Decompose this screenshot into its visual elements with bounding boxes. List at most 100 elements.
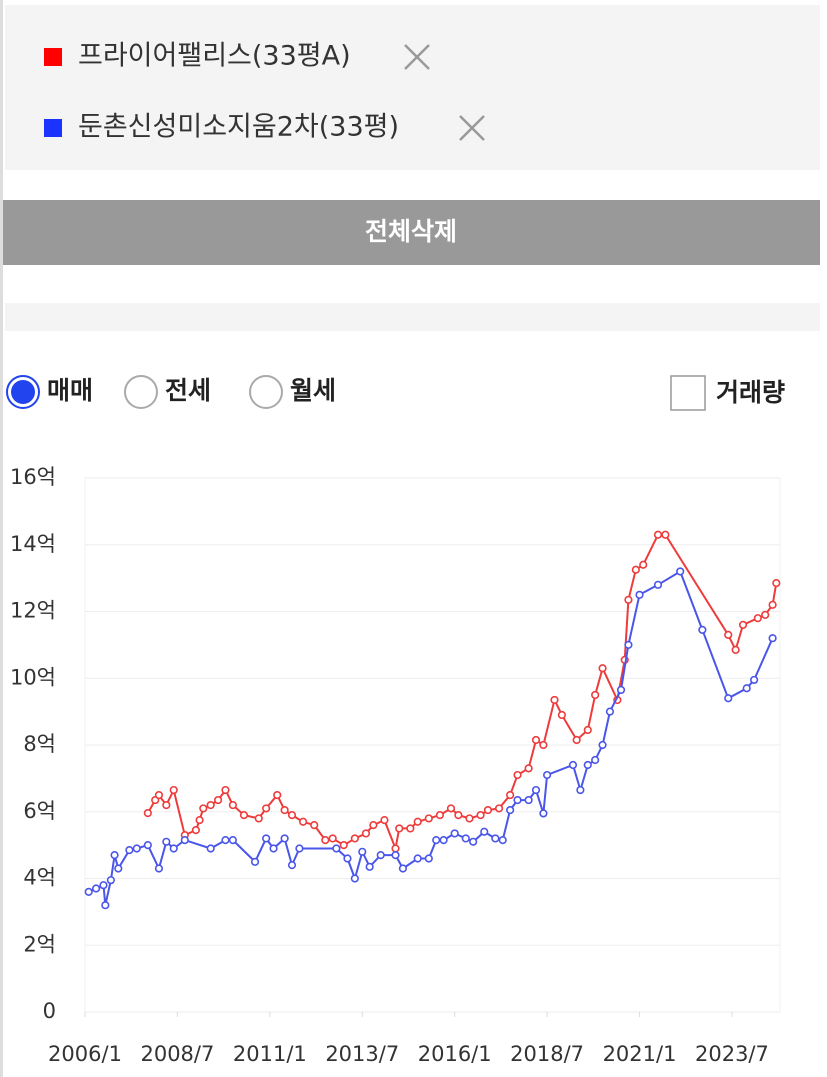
data-point [583,760,592,770]
data-point [143,841,152,850]
radio-option[interactable]: 매매 [6,375,93,409]
divider [5,303,820,331]
data-point [676,567,685,576]
button-label: 전체삭제 [365,217,457,246]
data-point [380,815,389,825]
radio-button [249,375,283,409]
data-point [450,829,459,838]
data-point [169,844,178,853]
data-point [228,836,237,845]
data-point [539,809,548,818]
data-point [358,847,367,856]
data-point [221,785,230,795]
y-tick-label: 14억 [10,532,56,556]
checkbox-label: 거래량 [716,378,785,407]
data-point [391,844,400,853]
data-point [154,864,164,873]
remove-icon[interactable] [459,115,485,141]
data-point [598,664,607,673]
data-point [731,645,740,654]
checkbox-box [670,375,706,411]
data-point [398,864,408,873]
data-point [125,846,134,855]
data-point [605,707,615,716]
data-point [491,834,500,843]
x-tick-label: 2018/7 [510,1042,584,1066]
radio-label: 월세 [290,376,336,405]
y-tick-label: 12억 [10,599,56,623]
data-point [753,614,762,623]
data-point [653,580,663,589]
x-tick-label: 2016/1 [418,1042,492,1066]
data-point [768,634,777,643]
data-point [154,790,164,800]
radio-option[interactable]: 전세 [124,375,211,409]
legend-label: 프라이어팰리스(33평A) [78,41,351,72]
radio-label: 매매 [47,376,93,405]
data-point [483,805,493,815]
data-point [576,785,585,795]
remove-icon[interactable] [404,44,430,70]
data-point [328,834,337,843]
data-point [465,814,474,823]
x-tick-label: 2021/1 [603,1042,677,1066]
data-point [339,841,348,850]
data-point [661,530,670,539]
legend-swatch [44,119,62,137]
data-point [439,836,448,845]
data-point [406,824,415,833]
data-point [169,785,178,795]
data-point [750,675,759,685]
data-point [639,560,648,569]
data-point [262,834,271,843]
data-point [295,844,304,853]
data-point [724,630,733,639]
data-point [310,820,319,830]
data-point [506,805,515,815]
y-tick-label: 2억 [23,932,56,956]
selected-panel [5,5,820,170]
x-tick-label: 2008/7 [140,1042,214,1066]
data-point [221,836,230,845]
data-point [550,695,559,705]
data-point [350,834,359,843]
legend-label: 둔촌신성미소지움2차(33평) [78,112,399,143]
data-point [321,836,330,845]
data-point [591,755,600,765]
data-point [391,851,400,860]
radio-option[interactable]: 월세 [249,375,336,409]
data-point [106,876,115,885]
data-point [162,800,171,810]
data-point [635,590,644,599]
data-point [162,837,171,846]
data-point [469,837,478,846]
y-tick-label: 16억 [10,465,56,489]
y-tick-label: 10억 [10,665,56,689]
data-point [365,862,374,871]
y-tick-label: 4억 [23,866,56,890]
data-point [269,844,278,853]
data-point [191,826,201,835]
x-tick-label: 2011/1 [233,1042,307,1066]
data-point [513,795,522,805]
delete-all-button[interactable]: 전체삭제 [3,200,820,265]
data-point [616,685,626,695]
data-point [591,690,600,700]
data-point [583,725,592,735]
data-point [228,800,237,810]
data-point [280,834,289,843]
data-point [531,785,541,795]
data-point [239,810,249,820]
data-point [724,694,733,703]
data-point [432,836,441,845]
data-point [446,804,456,813]
data-point [213,795,223,805]
data-point [435,810,444,820]
volume-checkbox[interactable]: 거래량 [670,375,785,411]
data-point [568,760,578,770]
data-point [772,579,781,588]
y-tick-label: 0 [43,999,56,1023]
data-point [280,805,289,815]
data-point [539,740,548,750]
